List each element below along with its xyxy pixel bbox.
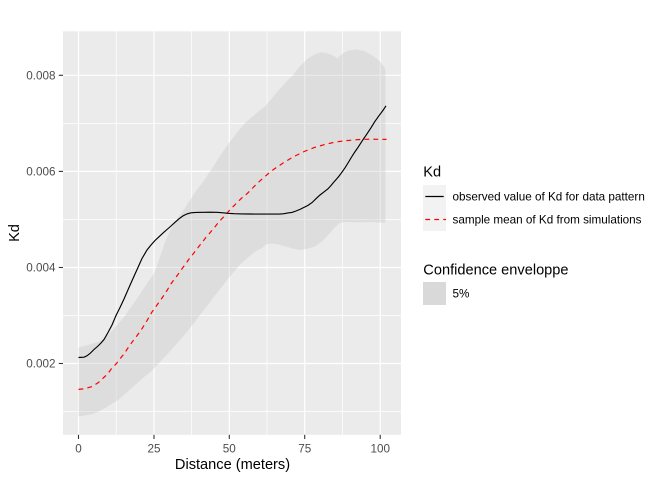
- svg-text:0.006: 0.006: [26, 166, 55, 179]
- svg-text:Confidence enveloppe: Confidence enveloppe: [423, 263, 568, 279]
- svg-text:sample mean of Kd from simulat: sample mean of Kd from simulations: [453, 214, 642, 227]
- svg-text:0.004: 0.004: [26, 262, 56, 275]
- svg-text:observed value of Kd for data: observed value of Kd for data pattern: [453, 191, 645, 204]
- svg-text:25: 25: [147, 443, 161, 456]
- svg-text:Kd: Kd: [7, 224, 23, 242]
- svg-text:0: 0: [75, 443, 82, 456]
- svg-text:0.008: 0.008: [26, 70, 55, 83]
- svg-text:Distance (meters): Distance (meters): [175, 457, 290, 473]
- svg-text:5%: 5%: [453, 288, 470, 301]
- svg-text:50: 50: [223, 443, 237, 456]
- svg-text:75: 75: [298, 443, 312, 456]
- svg-text:0.002: 0.002: [26, 358, 55, 371]
- svg-text:100: 100: [370, 443, 390, 456]
- svg-text:Kd: Kd: [423, 165, 441, 181]
